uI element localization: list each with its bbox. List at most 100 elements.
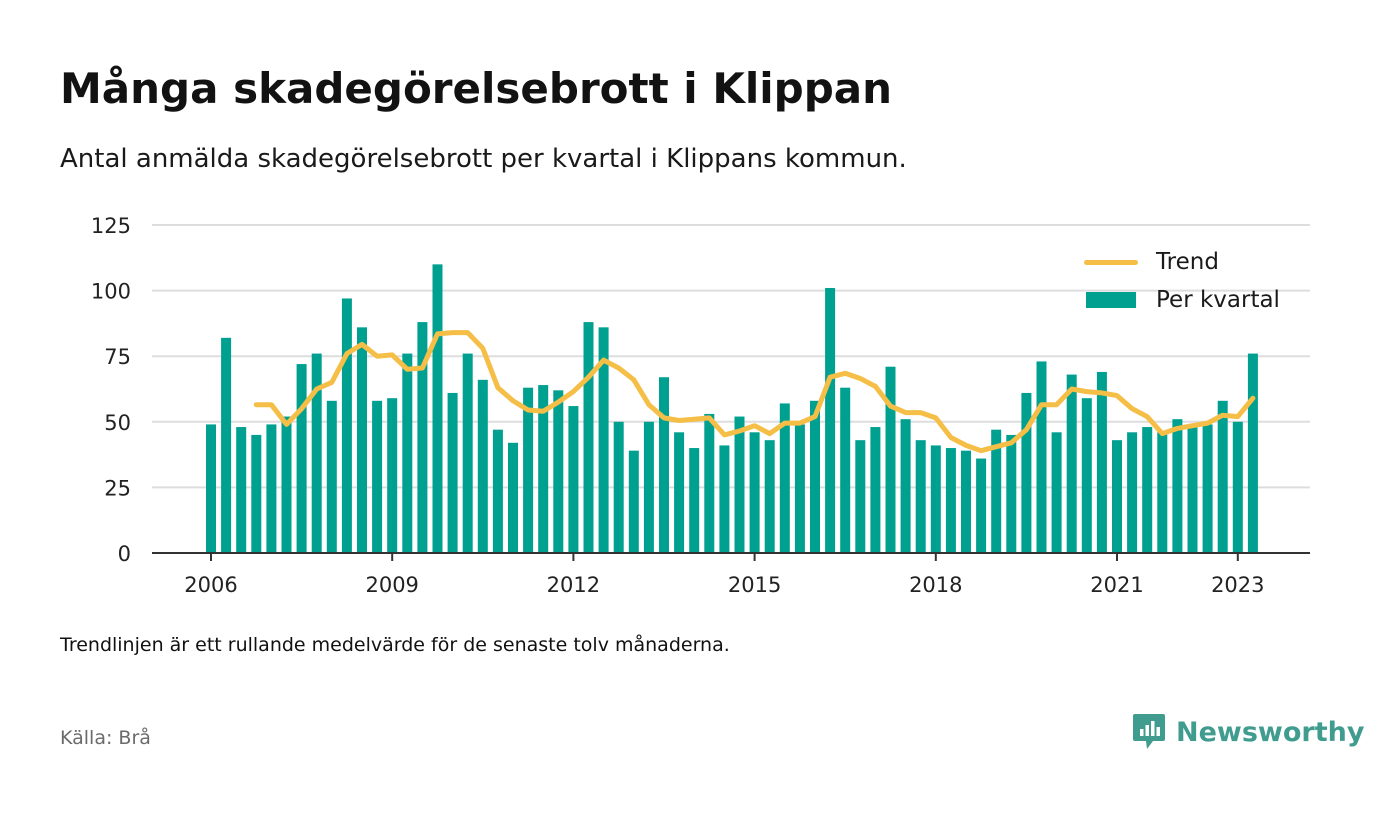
bar	[1202, 424, 1213, 553]
y-tick-label: 125	[91, 214, 131, 238]
bar	[779, 403, 790, 553]
x-tick-label: 2012	[547, 573, 600, 597]
bar	[643, 421, 654, 553]
legend-label-trend: Trend	[1156, 249, 1219, 275]
bar	[945, 448, 956, 553]
bar	[1021, 392, 1032, 553]
bar	[341, 298, 352, 553]
bar	[976, 458, 987, 553]
newsworthy-logo-icon	[1133, 714, 1165, 749]
bar	[810, 400, 820, 553]
y-tick-label: 0	[118, 542, 131, 566]
bar	[659, 377, 669, 553]
bar	[1187, 424, 1198, 553]
bar	[1217, 400, 1228, 553]
bar	[266, 424, 277, 553]
legend-swatch-trend	[1084, 259, 1138, 265]
bar	[1036, 361, 1047, 553]
bar	[749, 432, 760, 553]
y-tick-label: 25	[104, 476, 131, 500]
bar	[1157, 432, 1168, 553]
bar	[825, 287, 836, 553]
bar-series	[206, 264, 1258, 553]
bar	[900, 419, 911, 553]
bar	[326, 400, 337, 553]
bar	[447, 392, 458, 553]
bar	[961, 450, 971, 553]
bar	[372, 400, 383, 553]
bar	[357, 327, 367, 553]
legend-label-per-kvartal: Per kvartal	[1156, 287, 1280, 313]
bar	[1006, 434, 1017, 553]
bar	[794, 424, 805, 553]
y-tick-label: 100	[91, 280, 131, 304]
bar	[1081, 398, 1092, 553]
bar	[628, 450, 639, 553]
bar	[598, 327, 609, 553]
x-tick-label: 2021	[1090, 573, 1143, 597]
bar	[719, 445, 730, 553]
bar	[1142, 427, 1153, 553]
y-tick-label: 50	[104, 411, 131, 435]
x-tick-label: 2023	[1211, 573, 1264, 597]
bar	[281, 416, 292, 553]
bar	[1051, 432, 1062, 553]
bar	[251, 434, 262, 553]
bar	[221, 337, 232, 553]
x-tick-label: 2009	[365, 573, 418, 597]
chart-subtitle: Antal anmälda skadegörelsebrott per kvar…	[60, 144, 907, 174]
bar	[523, 387, 534, 553]
newsworthy-logo[interactable]: Newsworthy	[1132, 712, 1364, 752]
bar	[1172, 419, 1183, 553]
x-axis-ticks: 2006 2009 2012 2015 2018 2021 2023	[184, 553, 1265, 597]
legend-item-trend: Trend	[1084, 243, 1280, 281]
bar	[538, 385, 549, 553]
trend-line	[253, 330, 1256, 454]
bar	[387, 398, 398, 553]
bar	[492, 429, 503, 553]
bar	[870, 427, 881, 553]
bar	[1127, 432, 1138, 553]
y-tick-label: 75	[104, 345, 131, 369]
y-axis-ticks: 0 25 50 75 100 125	[91, 214, 131, 566]
bar	[583, 322, 594, 553]
bar	[462, 353, 473, 553]
bar	[311, 353, 322, 553]
bar	[296, 364, 307, 553]
bar	[764, 440, 775, 553]
brand-name: Newsworthy	[1176, 716, 1365, 748]
bar	[991, 429, 1002, 553]
x-tick-label: 2006	[184, 573, 237, 597]
bar	[1066, 374, 1077, 553]
bar	[236, 427, 247, 553]
bar	[689, 448, 700, 553]
bar	[885, 366, 896, 553]
bar	[432, 264, 443, 553]
bar	[915, 440, 926, 553]
bar	[704, 413, 715, 553]
bar	[417, 322, 428, 553]
bar	[674, 432, 685, 553]
bar	[553, 390, 564, 553]
bar	[508, 442, 518, 553]
chart-title: Många skadegörelsebrott i Klippan	[60, 64, 893, 113]
legend: Trend Per kvartal	[1084, 243, 1280, 319]
bar	[1232, 421, 1243, 553]
bar	[613, 421, 624, 553]
bar	[568, 406, 579, 553]
footnote: Trendlinjen är ett rullande medelvärde f…	[60, 634, 730, 656]
legend-item-per-kvartal: Per kvartal	[1084, 281, 1280, 319]
bar	[930, 445, 941, 553]
bar	[840, 387, 851, 553]
legend-swatch-per-kvartal	[1086, 292, 1136, 308]
bar	[477, 379, 488, 553]
bar	[855, 440, 866, 553]
bar	[1247, 353, 1258, 553]
x-tick-label: 2015	[728, 573, 781, 597]
bar	[1096, 371, 1107, 553]
bar	[206, 424, 216, 553]
bar	[402, 353, 413, 553]
bar	[734, 416, 745, 553]
trend-series	[253, 330, 1256, 454]
